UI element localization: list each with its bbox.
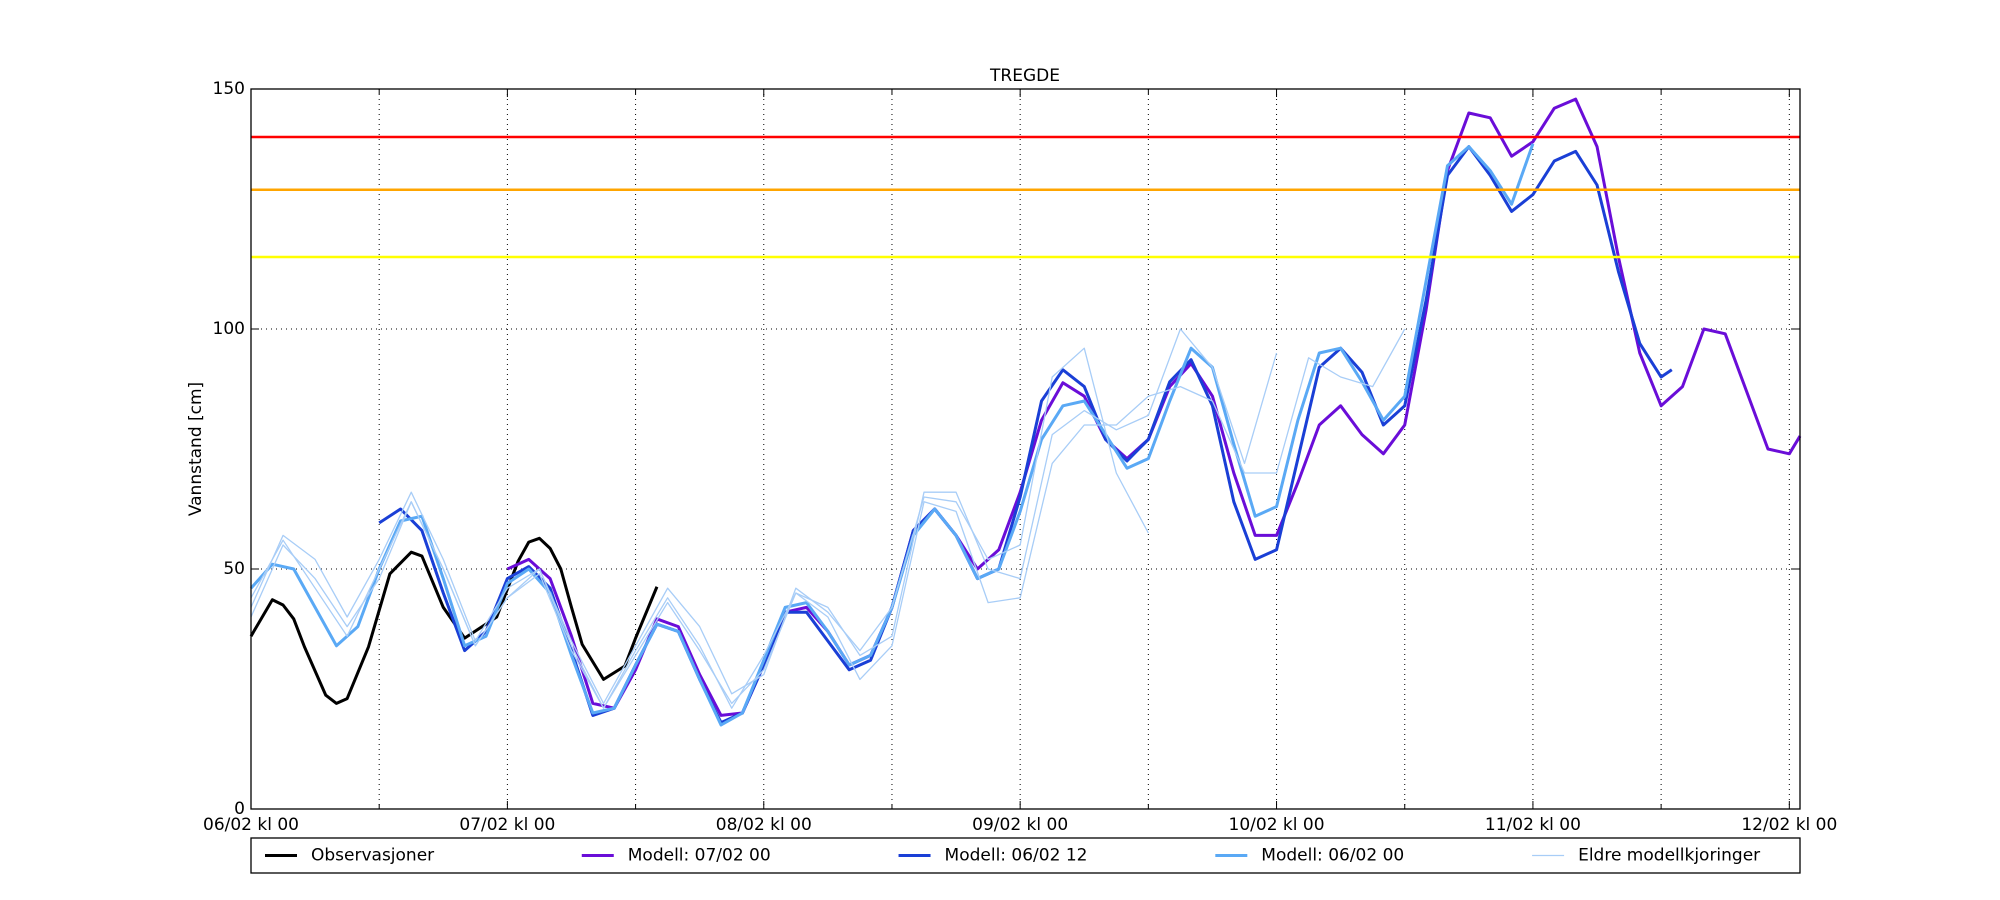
legend-label: Modell: 06/02 00 bbox=[1261, 846, 1404, 866]
legend-label: Modell: 07/02 00 bbox=[628, 846, 771, 866]
y-tick-label: 0 bbox=[234, 799, 245, 819]
legend-label: Modell: 06/02 12 bbox=[945, 846, 1088, 866]
plot-frame bbox=[250, 88, 1801, 810]
chart-title: TREGDE bbox=[989, 66, 1060, 86]
y-tick-label: 150 bbox=[213, 79, 245, 99]
series-line bbox=[250, 328, 1406, 709]
y-axis-label: Vannstand [cm] bbox=[186, 382, 206, 516]
x-tick-label: 10/02 kl 00 bbox=[1229, 815, 1325, 835]
x-tick-label: 12/02 kl 00 bbox=[1741, 815, 1837, 835]
series-line bbox=[250, 328, 1278, 709]
x-tick-label: 08/02 kl 00 bbox=[716, 815, 812, 835]
series-line bbox=[506, 97, 1802, 717]
legend-label: Observasjoner bbox=[311, 846, 434, 866]
x-tick-label: 11/02 kl 00 bbox=[1485, 815, 1581, 835]
x-tick-label: 09/02 kl 00 bbox=[972, 815, 1068, 835]
y-tick-label: 50 bbox=[223, 559, 245, 579]
series-line bbox=[378, 145, 1673, 725]
series-line bbox=[250, 347, 1149, 705]
legend-label: Eldre modellkjoringer bbox=[1578, 846, 1760, 866]
x-tick-label: 07/02 kl 00 bbox=[459, 815, 555, 835]
x-tick-label: 06/02 kl 00 bbox=[203, 815, 299, 835]
y-tick-label: 100 bbox=[213, 319, 245, 339]
